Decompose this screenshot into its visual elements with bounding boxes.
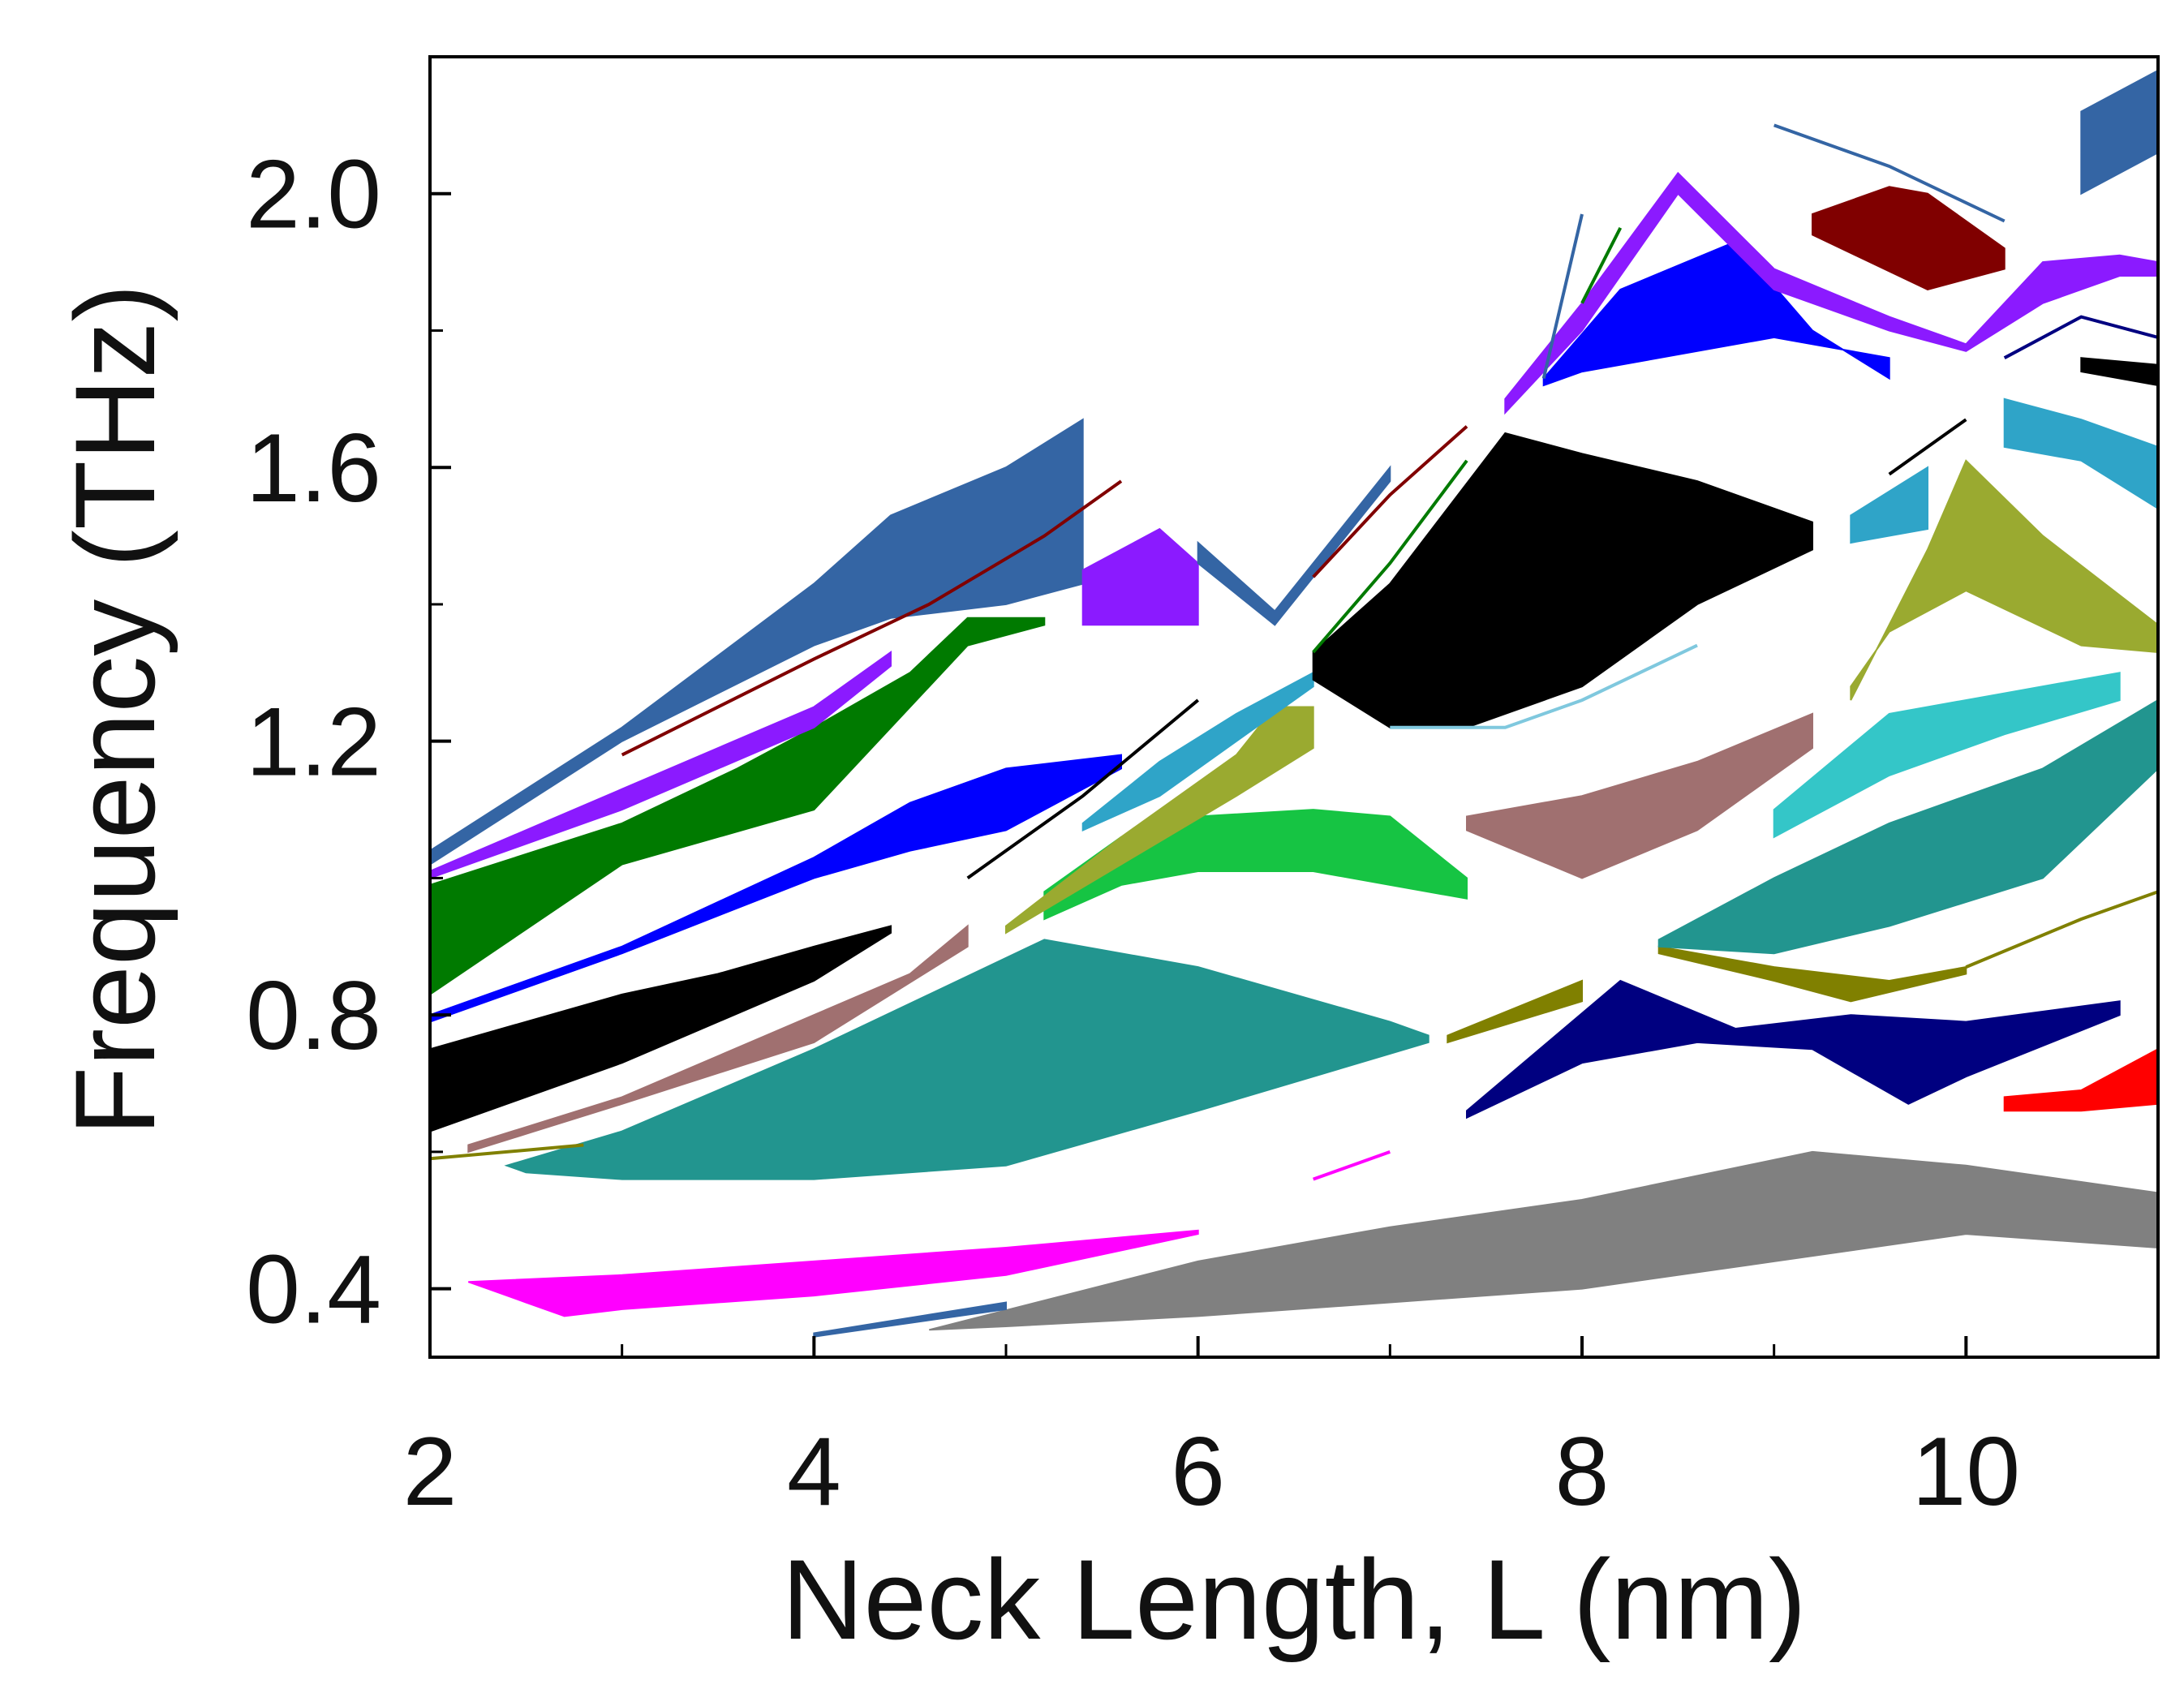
band-olive-mid bbox=[1005, 706, 1314, 935]
axes-tick-labels: 2 4 6 8 10 0.4 0.8 1.2 1.6 2.0 bbox=[246, 140, 2020, 1526]
line-lightblue-under bbox=[1390, 643, 1698, 729]
line-black-upper bbox=[1888, 418, 1967, 476]
lines-layer bbox=[430, 123, 2158, 1181]
line-darkred-mid bbox=[1312, 425, 1468, 578]
band-purple-top bbox=[1504, 171, 2158, 415]
band-magenta bbox=[467, 1229, 1199, 1317]
band-olive-drab bbox=[1657, 945, 1967, 1003]
y-tick-label: 0.4 bbox=[246, 1235, 381, 1344]
band-teal-large bbox=[504, 939, 1429, 1180]
band-rosybrown-low bbox=[467, 924, 969, 1154]
line-steelblue-top bbox=[1773, 123, 2006, 223]
band-turquoise bbox=[1773, 672, 2121, 839]
band-navy bbox=[1466, 979, 2121, 1119]
band-steelblue-dip bbox=[1197, 465, 1391, 626]
x-tick-label: 8 bbox=[1555, 1417, 1610, 1526]
line-darkred-left bbox=[621, 479, 1123, 757]
y-tick-label: 1.6 bbox=[246, 414, 381, 522]
line-navy-right bbox=[2003, 315, 2158, 359]
band-blue-top bbox=[1542, 240, 1890, 387]
band-olive-right bbox=[1850, 459, 2158, 701]
y-axis-title: Frequency (THz) bbox=[51, 284, 178, 1136]
band-purple-box bbox=[1081, 527, 1199, 626]
band-skyblue-small bbox=[1850, 466, 1928, 544]
band-darkred-top bbox=[1812, 186, 2006, 290]
line-olive-right bbox=[1965, 890, 2158, 969]
line-black-diag bbox=[966, 698, 1199, 880]
x-tick-label: 6 bbox=[1171, 1417, 1225, 1526]
band-gray bbox=[929, 1150, 2158, 1331]
band-olive-small bbox=[1447, 979, 1583, 1044]
line-magenta-small bbox=[1313, 1150, 1391, 1181]
band-teal-right bbox=[1657, 698, 2158, 955]
x-tick-label: 10 bbox=[1912, 1417, 2020, 1526]
band-skyblue-right bbox=[2003, 397, 2158, 509]
x-tick-label: 2 bbox=[403, 1417, 458, 1526]
y-tick-label: 2.0 bbox=[246, 140, 381, 249]
line-darkgreen-top bbox=[1580, 226, 1623, 304]
x-tick-label: 4 bbox=[787, 1417, 841, 1526]
line-olive-left bbox=[430, 1143, 584, 1161]
line-darkgreen-mid bbox=[1312, 459, 1468, 654]
axes-ticks bbox=[428, 191, 1968, 1357]
bands-layer bbox=[430, 69, 2158, 1338]
x-axis-title: Neck Length, L (nm) bbox=[781, 1536, 1806, 1663]
plot-frame bbox=[428, 55, 2160, 1359]
band-red bbox=[2003, 1048, 2158, 1112]
line-steelblue-small bbox=[1541, 213, 1584, 379]
y-tick-label: 0.8 bbox=[246, 961, 381, 1070]
y-tick-label: 1.2 bbox=[246, 688, 381, 797]
band-black-right bbox=[2080, 357, 2158, 387]
band-green bbox=[430, 617, 1046, 996]
band-skyblue-mid bbox=[1081, 671, 1314, 832]
band-blue bbox=[430, 754, 1122, 1023]
band-purple-left bbox=[430, 651, 892, 879]
band-steelblue-low bbox=[813, 1301, 1007, 1338]
band-rosybrown-mid bbox=[1466, 712, 1813, 879]
band-black-low bbox=[430, 925, 892, 1132]
band-steelblue-top bbox=[2080, 69, 2158, 196]
